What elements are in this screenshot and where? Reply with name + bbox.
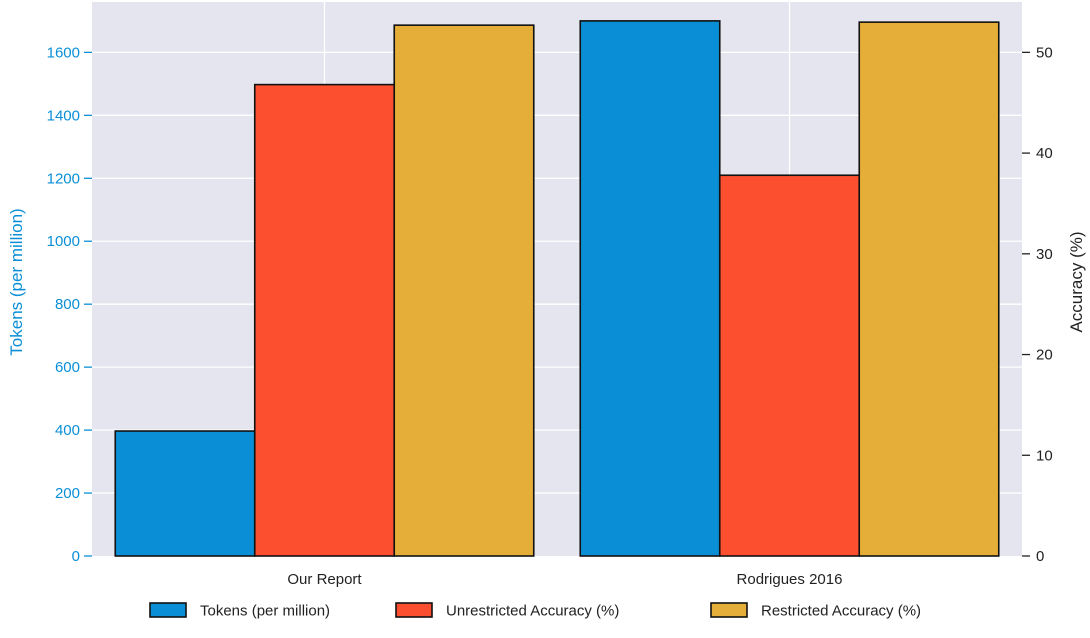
left-tick-label: 1400 [47, 107, 80, 124]
x-axis: Our Report Rodrigues 2016 [287, 571, 842, 588]
right-tick-label: 30 [1036, 246, 1053, 263]
x-tick-label: Our Report [287, 571, 362, 588]
bar [858, 21, 1000, 557]
right-tick-label: 0 [1036, 548, 1044, 565]
x-tick-label: Rodrigues 2016 [737, 571, 843, 588]
left-tick-label: 800 [55, 296, 80, 313]
legend-label: Tokens (per million) [200, 603, 330, 620]
left-tick-label: 200 [55, 485, 80, 502]
bar [253, 83, 396, 557]
legend-swatch [710, 602, 748, 618]
right-axis-title: Accuracy (%) [1067, 231, 1086, 332]
bar [393, 24, 535, 557]
right-axis: 0 10 20 30 40 50 [1022, 44, 1053, 565]
legend-label: Restricted Accuracy (%) [761, 603, 921, 620]
right-tick-label: 20 [1036, 347, 1053, 364]
left-axis: 0 200 400 600 800 1000 1200 1400 1600 [47, 44, 92, 565]
right-tick-label: 40 [1036, 145, 1053, 162]
left-tick-label: 600 [55, 359, 80, 376]
legend: Tokens (per million) Unrestricted Accurac… [149, 602, 921, 620]
left-axis-title: Tokens (per million) [7, 208, 26, 355]
left-tick-label: 1200 [47, 170, 80, 187]
bar [579, 20, 721, 557]
legend-swatch [395, 602, 433, 618]
left-tick-label: 1600 [47, 44, 80, 61]
right-tick-label: 10 [1036, 447, 1053, 464]
left-tick-label: 400 [55, 422, 80, 439]
bar [114, 430, 256, 557]
left-tick-label: 1000 [47, 233, 80, 250]
right-tick-label: 50 [1036, 44, 1053, 61]
left-tick-label: 0 [72, 548, 80, 565]
legend-swatch [149, 602, 187, 618]
bars [114, 20, 1000, 557]
bar [718, 174, 861, 557]
legend-label: Unrestricted Accuracy (%) [446, 603, 619, 620]
